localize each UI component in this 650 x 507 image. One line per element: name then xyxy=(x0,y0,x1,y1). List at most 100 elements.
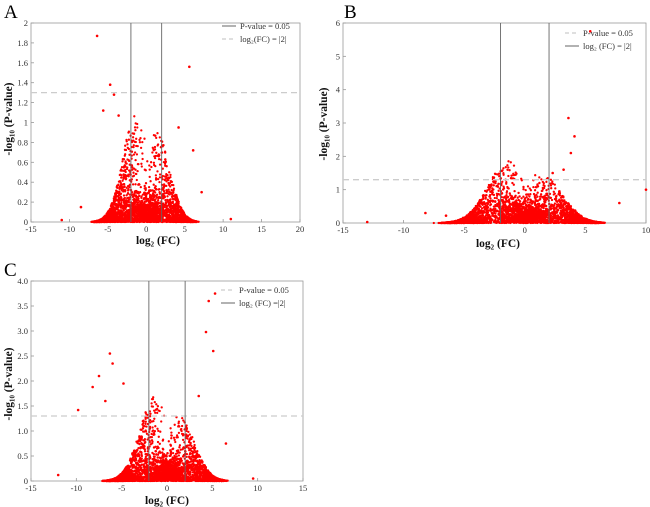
y-tick-label-b: 2 xyxy=(336,151,340,161)
data-point xyxy=(538,176,541,179)
data-point xyxy=(493,172,497,175)
data-point xyxy=(179,219,183,222)
data-point xyxy=(142,216,145,219)
data-point xyxy=(158,191,161,194)
data-point xyxy=(166,195,169,198)
data-point xyxy=(158,176,162,179)
data-point xyxy=(168,220,172,224)
data-point xyxy=(162,186,166,189)
y-axis-label-a: -log₁₀ (P-value) xyxy=(3,82,15,155)
data-point xyxy=(122,209,126,212)
data-point xyxy=(181,220,185,224)
data-point xyxy=(148,168,151,171)
data-point xyxy=(163,161,167,164)
x-tick-label-a: 20 xyxy=(296,224,305,234)
data-point xyxy=(117,215,120,218)
data-point xyxy=(150,220,154,223)
data-point xyxy=(149,161,153,164)
data-point xyxy=(138,194,141,198)
data-point xyxy=(166,174,169,177)
data-point xyxy=(158,154,161,157)
data-point xyxy=(102,218,105,222)
data-point xyxy=(156,198,160,202)
data-point xyxy=(119,187,123,190)
data-point xyxy=(105,214,108,218)
y-tick-label-a: 1 xyxy=(24,118,28,128)
data-point xyxy=(136,199,140,202)
data-point xyxy=(134,129,137,132)
x-tick-label-a: -5 xyxy=(104,224,111,234)
y-tick-label-b: 1 xyxy=(336,185,340,195)
data-point xyxy=(118,190,121,193)
data-point xyxy=(152,212,155,215)
data-point xyxy=(167,208,170,211)
data-point xyxy=(140,196,143,199)
data-point xyxy=(158,163,162,166)
data-point xyxy=(141,152,144,155)
data-point xyxy=(542,184,545,187)
data-point xyxy=(170,191,173,194)
data-point xyxy=(165,206,168,209)
data-point xyxy=(117,180,121,183)
data-point xyxy=(497,189,500,192)
data-point xyxy=(125,167,129,171)
x-tick-label-b: 0 xyxy=(523,225,527,235)
data-point xyxy=(155,136,158,140)
data-point xyxy=(138,213,141,216)
data-point xyxy=(154,185,157,188)
x-tick-label-b: 10 xyxy=(642,225,650,235)
data-point xyxy=(507,166,510,169)
data-point xyxy=(168,215,171,219)
data-point xyxy=(141,140,144,144)
y-tick-label-a: 0 xyxy=(24,217,28,227)
data-point xyxy=(156,205,159,209)
data-point xyxy=(550,198,554,202)
data-point xyxy=(493,196,496,200)
data-point xyxy=(124,148,128,152)
y-tick-label-a: 2 xyxy=(24,18,28,28)
data-point xyxy=(120,197,123,200)
data-point xyxy=(133,126,137,129)
data-point xyxy=(163,196,166,199)
data-point xyxy=(158,136,161,139)
data-point xyxy=(183,213,186,216)
outlier-point xyxy=(191,149,195,152)
data-point xyxy=(180,214,183,217)
data-point xyxy=(122,201,126,204)
data-point xyxy=(134,158,137,162)
outlier-point xyxy=(112,93,116,96)
outlier-point xyxy=(60,218,64,222)
data-point xyxy=(109,214,112,217)
x-tick-label-a: -10 xyxy=(64,224,75,234)
data-point xyxy=(152,161,156,164)
data-point xyxy=(123,164,126,167)
data-point xyxy=(135,217,139,221)
data-point xyxy=(132,203,135,206)
data-point xyxy=(165,217,169,220)
y-tick-label-a: 1.6 xyxy=(17,58,28,68)
data-point xyxy=(136,169,139,173)
data-point xyxy=(172,206,175,210)
x-tick-label-b: -10 xyxy=(398,225,409,235)
data-point xyxy=(104,220,108,224)
data-point xyxy=(132,171,135,174)
data-point xyxy=(154,164,157,168)
outlier-point xyxy=(108,83,112,86)
data-point xyxy=(176,202,179,205)
legend-label-a: P-value = 0.05 xyxy=(240,21,290,31)
chart-a-plot: -15 -10 -5 0 5 10 15 2000.20.40.60.811.21.41.61… xyxy=(17,18,304,234)
data-point xyxy=(121,204,125,207)
data-point xyxy=(122,199,125,202)
data-point xyxy=(140,220,143,223)
data-point xyxy=(151,192,155,195)
data-point xyxy=(170,188,173,192)
data-point xyxy=(157,157,161,161)
y-tick-label-a: 0.2 xyxy=(17,197,28,207)
data-point xyxy=(120,165,124,169)
data-point xyxy=(554,187,557,190)
data-point xyxy=(143,184,146,188)
y-tick-label-a: 0.8 xyxy=(17,137,28,147)
data-point xyxy=(119,219,123,223)
data-point xyxy=(148,175,151,179)
